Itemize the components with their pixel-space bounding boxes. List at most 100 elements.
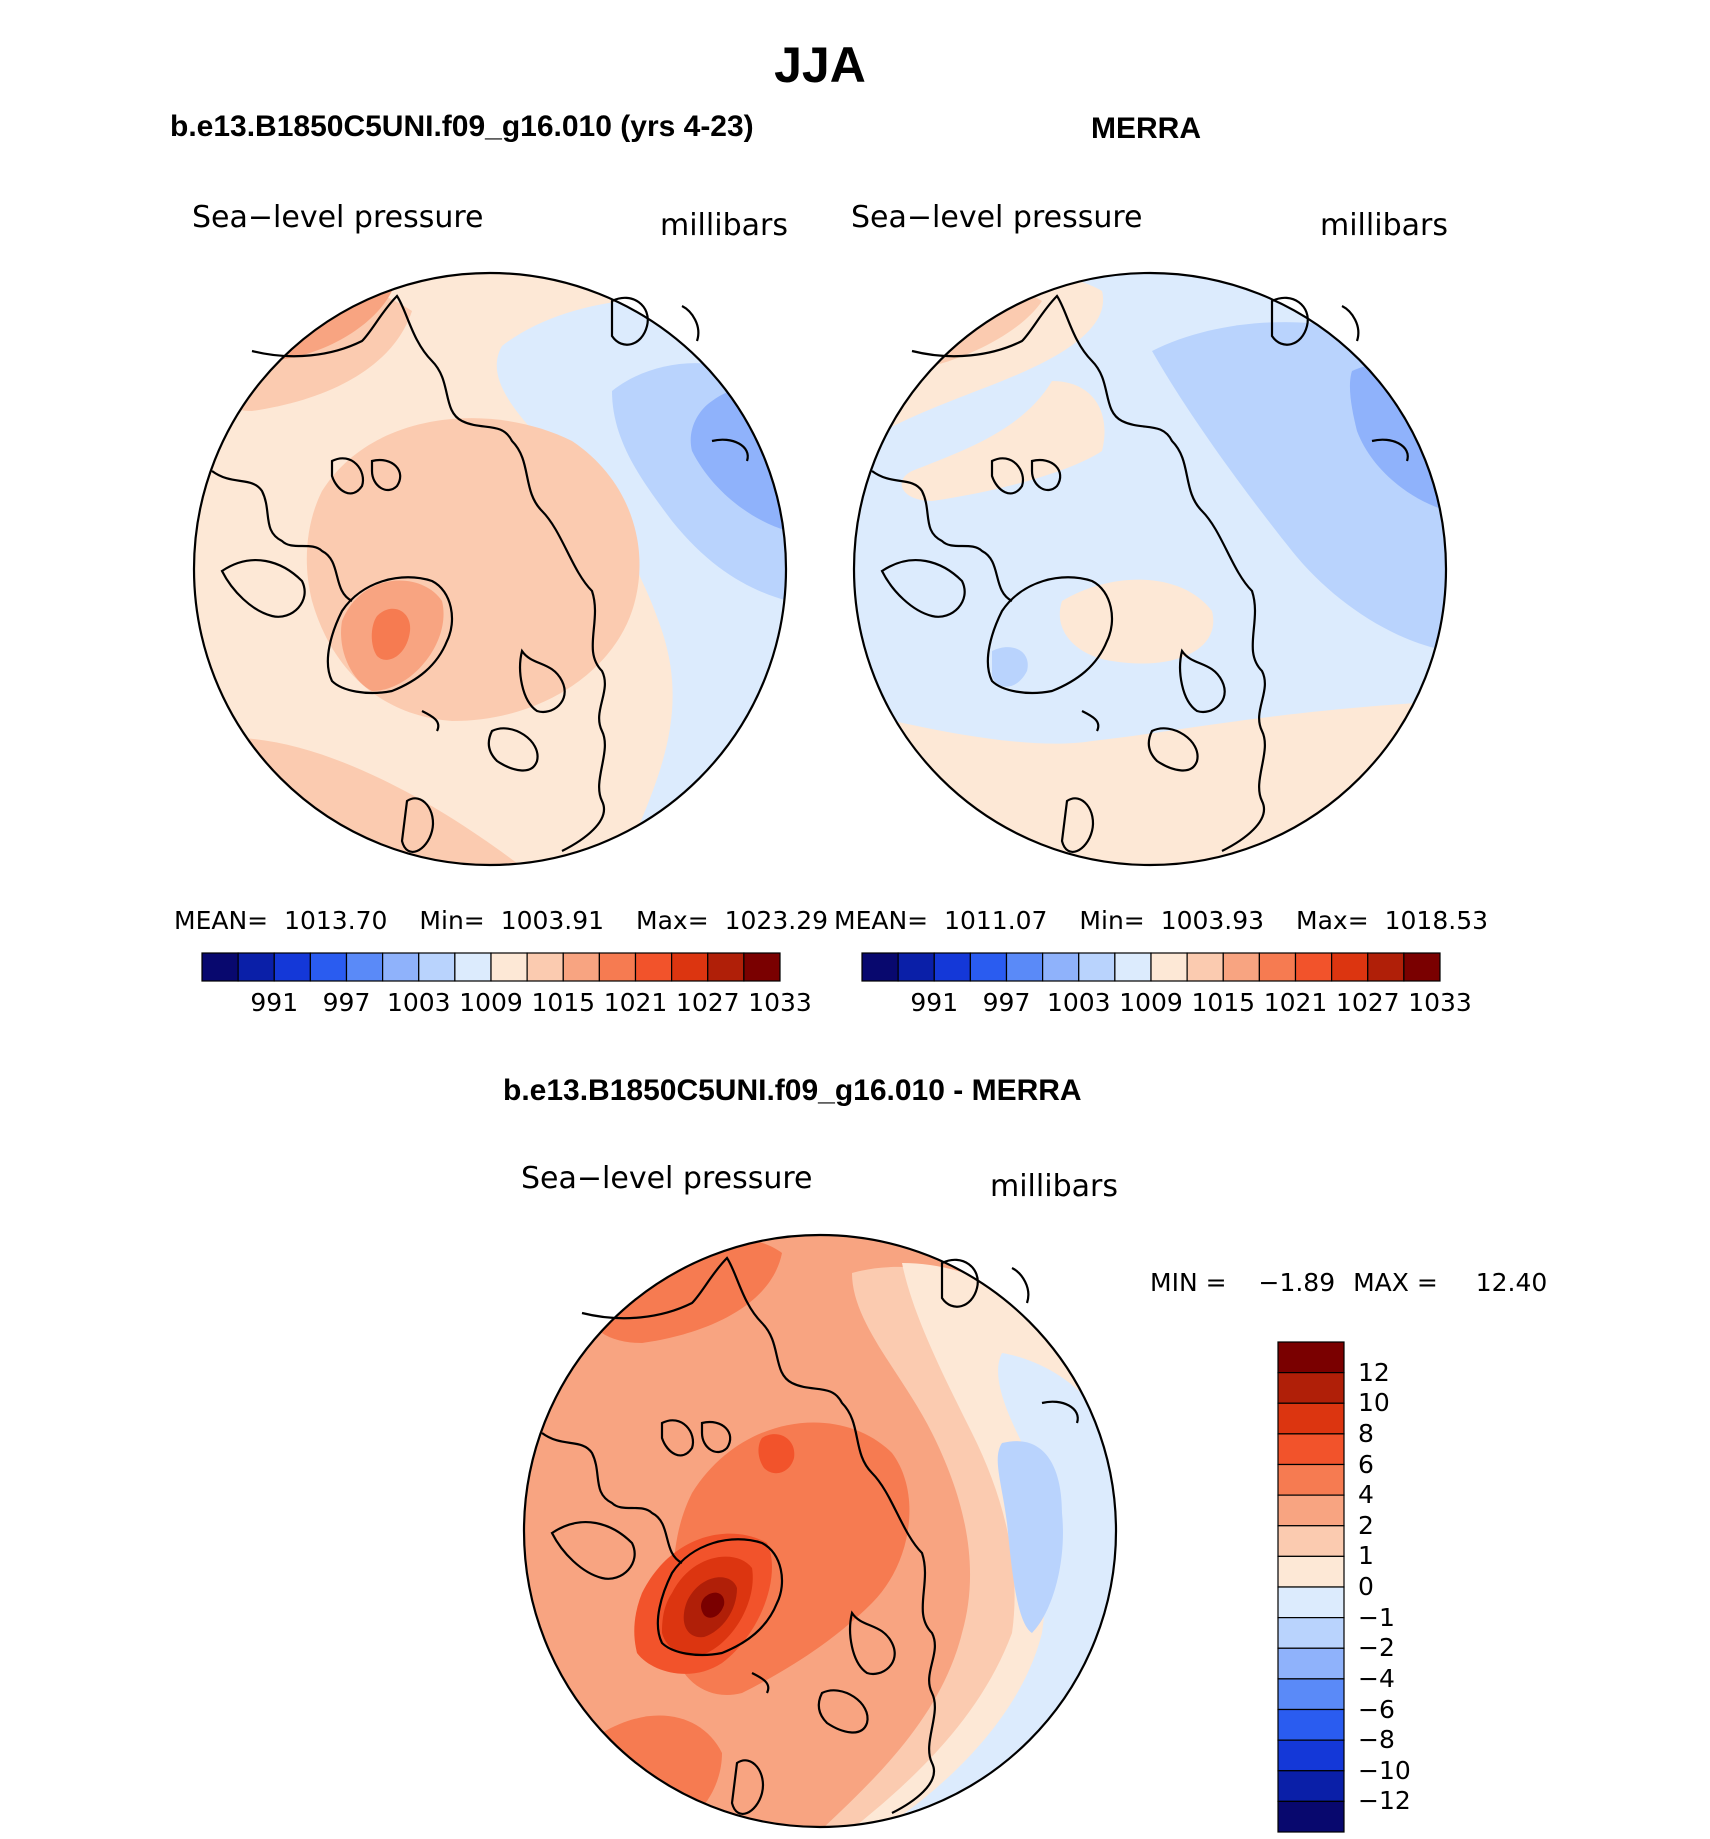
model-mean-value: 1013.70 — [284, 906, 388, 935]
model-coastlines — [211, 294, 749, 853]
colorbar-swatch — [1277, 1586, 1345, 1619]
diff-field-pole-max — [758, 1434, 795, 1474]
obs-min-label: Min= — [1079, 906, 1145, 935]
model-polar-map — [192, 271, 788, 867]
colorbar-swatch — [969, 952, 1008, 982]
diff-polar-map — [522, 1233, 1118, 1829]
obs-coastlines — [871, 294, 1409, 853]
colorbar-swatch — [1277, 1463, 1345, 1496]
colorbar-swatch — [237, 952, 275, 982]
diff-panel-title: b.e13.B1850C5UNI.f09_g16.010 - MERRA — [503, 1074, 1082, 1107]
colorbar-swatch — [1277, 1525, 1345, 1557]
colorbar-tick-label: 997 — [322, 988, 371, 1017]
model-mean-label: MEAN= — [174, 906, 269, 935]
model-max-value: 1023.29 — [724, 906, 829, 935]
colorbar-swatch — [1186, 952, 1224, 982]
obs-map-border — [852, 271, 1448, 867]
colorbar-tick-label: 1021 — [1263, 988, 1328, 1017]
model-max-label: Max= — [636, 906, 709, 935]
colorbar-swatch — [897, 952, 935, 982]
colorbar-swatch — [454, 952, 492, 982]
model-min-label: Min= — [419, 906, 485, 935]
colorbar-tick-label: 1009 — [1119, 988, 1183, 1017]
colorbar-tick-label: −4 — [1358, 1663, 1395, 1693]
diff-max-label: MAX = — [1353, 1268, 1438, 1297]
model-variable-label: Sea−level pressure — [192, 200, 484, 235]
colorbar-swatch — [1367, 952, 1405, 982]
colorbar-swatch — [1114, 952, 1152, 982]
colorbar-swatch — [1005, 952, 1044, 982]
colorbar-tick-label: 1027 — [675, 988, 740, 1017]
colorbar-tick-label: −2 — [1358, 1633, 1395, 1663]
colorbar-tick-label: 1009 — [459, 988, 523, 1017]
diff-min-label: MIN = — [1150, 1268, 1227, 1297]
obs-units-label: millibars — [1320, 208, 1448, 243]
obs-mean-label: MEAN= — [834, 906, 929, 935]
colorbar-swatch — [598, 952, 637, 982]
colorbar-swatch — [1277, 1494, 1345, 1527]
colorbar-tick-label: 1003 — [386, 988, 451, 1017]
colorbar-tick-label: 1033 — [748, 988, 812, 1017]
colorbar-tick-label: 4 — [1358, 1480, 1374, 1510]
obs-field-high-arm — [901, 381, 1105, 501]
colorbar-tick-label: 1015 — [531, 988, 596, 1017]
colorbar-swatch — [345, 952, 384, 982]
diff-map-border — [522, 1233, 1118, 1829]
colorbar-tick-label: 1033 — [1408, 988, 1472, 1017]
colorbar-swatch — [1277, 1402, 1345, 1435]
diff-colorbar — [1277, 1341, 1345, 1833]
colorbar-swatch — [1403, 952, 1441, 982]
colorbar-swatch — [1277, 1739, 1345, 1772]
figure-title: JJA — [774, 37, 866, 93]
colorbar-swatch — [1277, 1770, 1345, 1802]
colorbar-swatch — [634, 952, 673, 982]
colorbar-swatch — [382, 952, 420, 982]
diff-minmax: MIN = −1.89 MAX = 12.40 — [1150, 1268, 1547, 1297]
colorbar-swatch — [1294, 952, 1333, 982]
colorbar-swatch — [1078, 952, 1116, 982]
model-panel-title: b.e13.B1850C5UNI.f09_g16.010 (yrs 4-23) — [170, 110, 754, 143]
model-units-label: millibars — [660, 208, 788, 243]
colorbar-swatch — [1042, 952, 1080, 982]
colorbar-tick-label: −10 — [1358, 1755, 1411, 1785]
model-map-border — [192, 271, 788, 867]
colorbar-tick-label: 6 — [1358, 1449, 1374, 1479]
colorbar-tick-label: 1015 — [1191, 988, 1256, 1017]
diff-min-value: −1.89 — [1258, 1268, 1336, 1297]
colorbar-tick-label: 0 — [1358, 1572, 1374, 1601]
colorbar-swatch — [933, 952, 971, 982]
colorbar-tick-label: 2 — [1358, 1510, 1374, 1540]
colorbar-tick-label: 1003 — [1046, 988, 1111, 1017]
colorbar-swatch — [526, 952, 564, 982]
colorbar-swatch — [1277, 1647, 1345, 1680]
colorbar-swatch — [1258, 952, 1297, 982]
colorbar-swatch — [1277, 1555, 1345, 1588]
colorbar-swatch — [1277, 1433, 1345, 1466]
diff-field-south-high — [594, 1715, 722, 1827]
colorbar-swatch — [861, 952, 899, 982]
obs-field-high-center — [1059, 579, 1214, 664]
colorbar-tick-label: 991 — [250, 988, 299, 1017]
colorbar-swatch — [1277, 1617, 1345, 1649]
colorbar-tick-label: −1 — [1358, 1602, 1395, 1632]
diff-field-greenland-max — [701, 1592, 725, 1618]
colorbar-swatch — [273, 952, 311, 982]
diff-variable-label: Sea−level pressure — [521, 1161, 813, 1196]
colorbar-swatch — [671, 952, 709, 982]
colorbar-swatch — [201, 952, 239, 982]
obs-panel-title: MERRA — [1091, 112, 1201, 145]
obs-max-value: 1018.53 — [1384, 906, 1489, 935]
diff-max-value: 12.40 — [1475, 1268, 1548, 1297]
colorbar-swatch — [743, 952, 781, 982]
colorbar-swatch — [707, 952, 745, 982]
colorbar-tick-label: 8 — [1358, 1418, 1374, 1448]
model-stats: MEAN= 1013.70 Min= 1003.91 Max= 1023.29 — [174, 906, 828, 935]
colorbar-swatch — [1277, 1708, 1345, 1741]
obs-stats: MEAN= 1011.07 Min= 1003.93 Max= 1018.53 — [834, 906, 1488, 935]
model-colorbar — [201, 952, 781, 982]
diff-coastlines — [541, 1256, 1079, 1815]
colorbar-swatch — [562, 952, 600, 982]
colorbar-swatch — [1222, 952, 1260, 982]
diff-field-east-negative-core — [997, 1441, 1063, 1633]
colorbar-tick-label: 1021 — [603, 988, 668, 1017]
